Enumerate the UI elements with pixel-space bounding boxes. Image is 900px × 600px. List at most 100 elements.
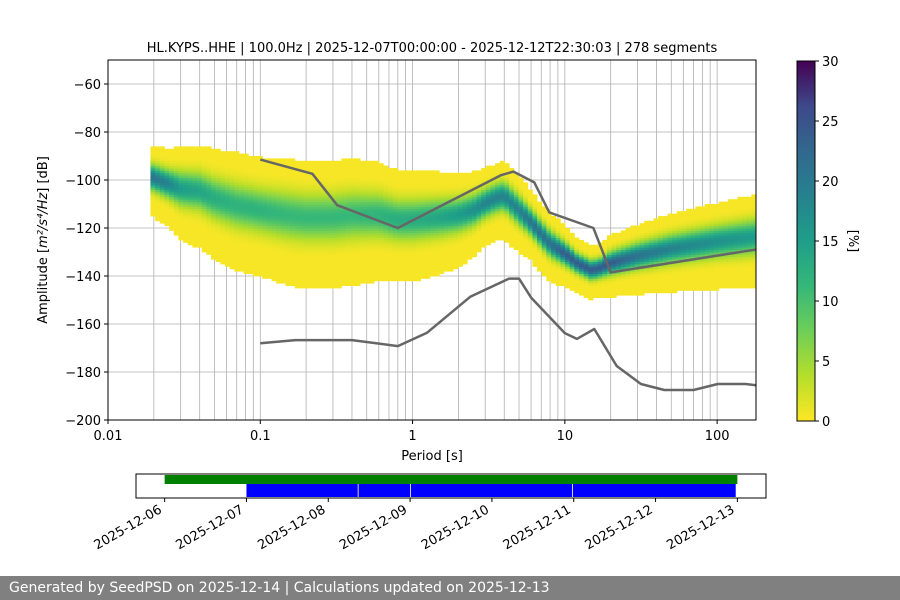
heatmap-cell bbox=[676, 285, 682, 289]
heatmap-cell bbox=[299, 280, 305, 284]
heatmap-cell bbox=[471, 213, 477, 217]
heatmap-cell bbox=[448, 247, 454, 250]
heatmap-cell bbox=[546, 240, 552, 243]
heatmap-cell bbox=[257, 259, 263, 262]
heatmap-cell bbox=[429, 261, 435, 265]
heatmap-cell bbox=[527, 216, 533, 219]
heatmap-cell bbox=[625, 264, 631, 267]
heatmap-cell bbox=[346, 165, 352, 169]
heatmap-cell bbox=[509, 196, 515, 200]
heatmap-cell bbox=[304, 237, 310, 241]
heatmap-cell bbox=[634, 244, 640, 248]
heatmap-cell bbox=[238, 216, 245, 219]
heatmap-cell bbox=[527, 252, 533, 255]
heatmap-cell bbox=[555, 223, 561, 226]
heatmap-cell bbox=[285, 211, 291, 214]
heatmap-cell bbox=[206, 204, 212, 207]
heatmap-cell bbox=[215, 211, 221, 214]
heatmap-cell bbox=[229, 184, 235, 188]
heatmap-cell bbox=[662, 230, 668, 234]
heatmap-cell bbox=[364, 237, 370, 241]
heatmap-cell bbox=[346, 266, 352, 270]
heatmap-cell bbox=[318, 247, 324, 250]
heatmap-cell bbox=[732, 261, 738, 265]
heatmap-cell bbox=[374, 170, 380, 174]
heatmap-cell bbox=[383, 172, 389, 176]
heatmap-cell bbox=[173, 213, 179, 217]
heatmap-cell bbox=[257, 199, 263, 202]
heatmap-cell bbox=[555, 261, 561, 265]
heatmap-cell bbox=[183, 187, 189, 190]
heatmap-cell bbox=[252, 156, 258, 159]
heatmap-cell bbox=[574, 242, 580, 246]
heatmap-cell bbox=[313, 192, 319, 195]
heatmap-cell bbox=[541, 254, 547, 258]
heatmap-cell bbox=[499, 163, 505, 166]
heatmap-cell bbox=[262, 189, 268, 193]
heatmap-cell bbox=[262, 220, 268, 224]
heatmap-cell bbox=[318, 180, 324, 183]
heatmap-cell bbox=[238, 220, 245, 224]
heatmap-cell bbox=[220, 220, 226, 224]
heatmap-cell bbox=[262, 180, 268, 183]
heatmap-cell bbox=[266, 261, 272, 265]
heatmap-cell bbox=[415, 223, 422, 226]
heatmap-cell bbox=[164, 156, 170, 159]
heatmap-cell bbox=[625, 256, 631, 260]
heatmap-cell bbox=[332, 235, 338, 238]
heatmap-cell bbox=[462, 189, 468, 193]
heatmap-cell bbox=[257, 187, 263, 190]
heatmap-cell bbox=[709, 218, 715, 222]
heatmap-cell bbox=[462, 208, 468, 212]
heatmap-cell bbox=[695, 213, 701, 217]
heatmap-cell bbox=[262, 199, 268, 202]
heatmap-cell bbox=[220, 249, 226, 253]
heatmap-cell bbox=[271, 158, 277, 162]
heatmap-cell bbox=[355, 232, 361, 236]
heatmap-cell bbox=[513, 189, 519, 193]
heatmap-cell bbox=[369, 278, 375, 282]
heatmap-cell bbox=[429, 247, 435, 250]
heatmap-cell bbox=[197, 228, 203, 231]
heatmap-cell bbox=[518, 235, 524, 238]
heatmap-cell bbox=[332, 182, 338, 186]
heatmap-cell bbox=[294, 249, 300, 253]
heatmap-cell bbox=[322, 223, 328, 226]
heatmap-cell bbox=[583, 242, 589, 246]
heatmap-cell bbox=[318, 225, 324, 229]
heatmap-cell bbox=[192, 187, 198, 190]
heatmap-cell bbox=[243, 196, 249, 200]
heatmap-cell bbox=[700, 285, 706, 289]
heatmap-cell bbox=[453, 259, 459, 262]
heatmap-cell bbox=[238, 194, 245, 198]
heatmap-cell bbox=[271, 276, 277, 279]
heatmap-cell bbox=[406, 266, 412, 270]
heatmap-cell bbox=[401, 242, 408, 246]
heatmap-cell bbox=[211, 206, 217, 210]
heatmap-cell bbox=[360, 228, 366, 231]
heatmap-cell bbox=[364, 266, 370, 270]
heatmap-cell bbox=[234, 204, 240, 207]
heatmap-cell bbox=[495, 225, 501, 229]
heatmap-cell bbox=[327, 211, 333, 214]
heatmap-cell bbox=[211, 160, 217, 164]
heatmap-cell bbox=[164, 184, 170, 188]
heatmap-cell bbox=[425, 177, 431, 181]
heatmap-cell bbox=[555, 278, 561, 282]
heatmap-cell bbox=[229, 249, 235, 253]
heatmap-cell bbox=[592, 264, 599, 267]
heatmap-cell bbox=[504, 204, 510, 207]
heatmap-cell bbox=[229, 158, 235, 162]
heatmap-cell bbox=[318, 273, 324, 277]
heatmap-cell bbox=[732, 204, 738, 207]
heatmap-cell bbox=[187, 220, 193, 224]
heatmap-cell bbox=[294, 192, 300, 195]
heatmap-cell bbox=[509, 192, 515, 195]
heatmap-cell bbox=[159, 201, 165, 205]
heatmap-cell bbox=[434, 180, 440, 183]
heatmap-cell bbox=[229, 160, 235, 164]
heatmap-cell bbox=[266, 187, 272, 190]
heatmap-cell bbox=[322, 220, 328, 224]
heatmap-cell bbox=[425, 201, 431, 205]
heatmap-cell bbox=[313, 172, 319, 176]
